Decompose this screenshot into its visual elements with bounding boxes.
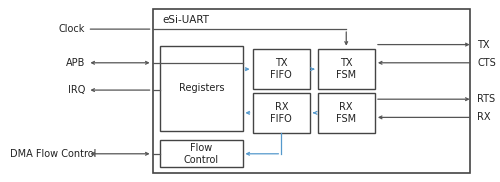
Text: CTS: CTS bbox=[478, 58, 496, 68]
Text: eSi-UART: eSi-UART bbox=[162, 15, 210, 25]
Text: RX: RX bbox=[478, 112, 491, 122]
Bar bbox=[160, 140, 242, 167]
Text: TX
FSM: TX FSM bbox=[336, 58, 356, 80]
Text: RX
FIFO: RX FIFO bbox=[270, 102, 292, 124]
Text: Registers: Registers bbox=[178, 83, 224, 93]
Text: TX: TX bbox=[478, 40, 490, 50]
Bar bbox=[160, 46, 242, 131]
Text: APB: APB bbox=[66, 58, 85, 68]
Bar bbox=[152, 9, 470, 173]
Text: Flow
Control: Flow Control bbox=[184, 143, 219, 165]
Text: TX
FIFO: TX FIFO bbox=[270, 58, 292, 80]
Text: IRQ: IRQ bbox=[68, 85, 85, 95]
Text: DMA Flow Control: DMA Flow Control bbox=[10, 149, 97, 159]
Bar bbox=[252, 93, 310, 133]
Text: Clock: Clock bbox=[58, 24, 85, 34]
Bar bbox=[252, 49, 310, 89]
Bar bbox=[318, 93, 375, 133]
Text: RTS: RTS bbox=[478, 94, 496, 104]
Bar bbox=[318, 49, 375, 89]
Text: RX
FSM: RX FSM bbox=[336, 102, 356, 124]
